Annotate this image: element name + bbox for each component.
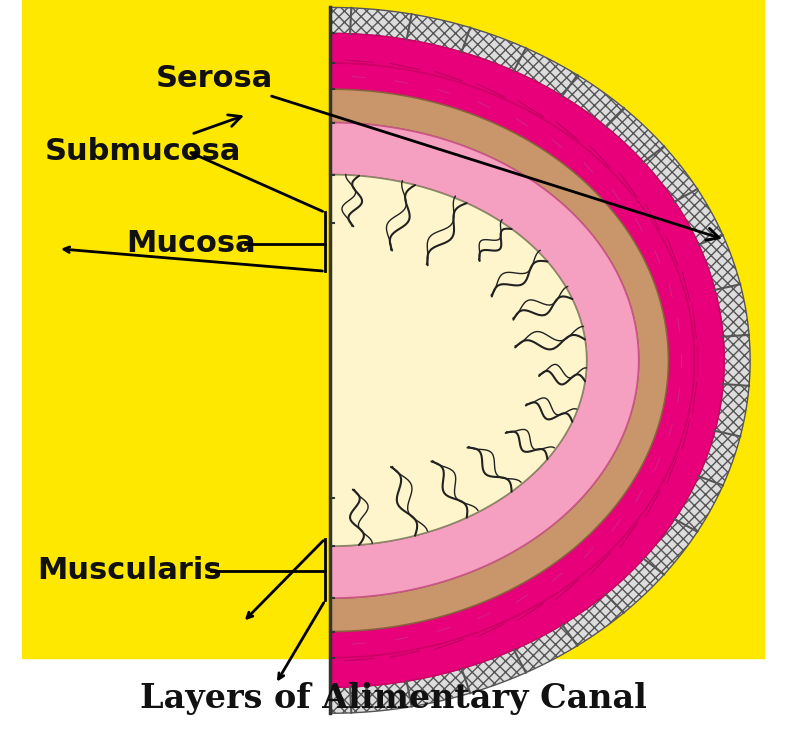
- Text: Muscularis: Muscularis: [37, 556, 221, 585]
- Text: Submucosa: Submucosa: [44, 115, 241, 166]
- Polygon shape: [331, 175, 586, 546]
- Polygon shape: [331, 123, 639, 598]
- Text: Serosa: Serosa: [156, 63, 719, 240]
- Polygon shape: [331, 33, 724, 687]
- Polygon shape: [331, 89, 668, 632]
- Polygon shape: [331, 7, 750, 713]
- Text: Layers of Alimentary Canal: Layers of Alimentary Canal: [140, 682, 647, 715]
- Text: Mucosa: Mucosa: [126, 229, 256, 259]
- Polygon shape: [331, 63, 694, 658]
- Bar: [22, 0, 765, 658]
